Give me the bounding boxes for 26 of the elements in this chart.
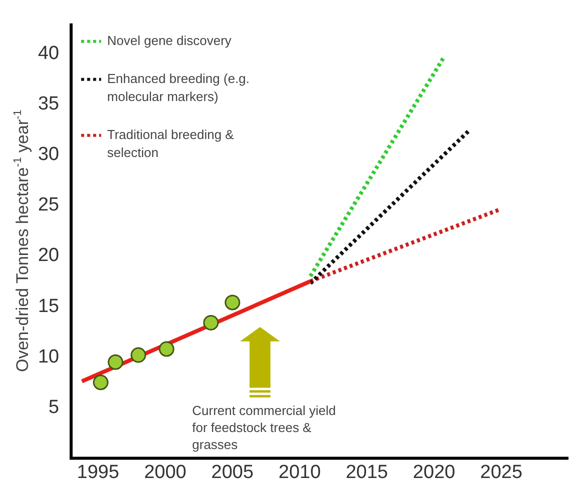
point [108, 354, 124, 370]
y-tick-label: 10 [38, 346, 60, 368]
point [130, 347, 146, 363]
y-tick-label: 30 [38, 144, 60, 166]
point [224, 294, 240, 310]
point [158, 341, 174, 357]
y-tick-label: 20 [38, 245, 60, 266]
point [203, 314, 219, 330]
x-tick-label: 2010 [278, 462, 321, 483]
y-tick-label: 15 [38, 296, 60, 317]
point [92, 374, 108, 390]
y-tick-label: 40 [38, 42, 60, 64]
y-tick-label: 35 [38, 94, 60, 115]
y-tick-label: 5 [48, 396, 60, 418]
legend-label: Traditional breeding & selection [107, 126, 234, 160]
y-tick-label: 25 [38, 194, 60, 216]
x-tick-label: 2000 [144, 462, 186, 483]
x-tick-label: 2020 [412, 462, 456, 483]
annotation: Current commercial yield for feedstock trees & grasses [192, 403, 336, 452]
x-tick-label: 2025 [480, 462, 522, 483]
x-tick-label: 1995 [76, 462, 120, 483]
y-axis-title: Oven-dried Tonnes hectare-1 year-1 [12, 110, 32, 372]
legend-label: Novel gene discovery [107, 32, 232, 48]
x-tick-label: 2015 [346, 462, 388, 483]
legend-label: Enhanced breeding (e.g. molecular markers) [107, 70, 250, 104]
x-tick-label: 2005 [211, 462, 254, 483]
